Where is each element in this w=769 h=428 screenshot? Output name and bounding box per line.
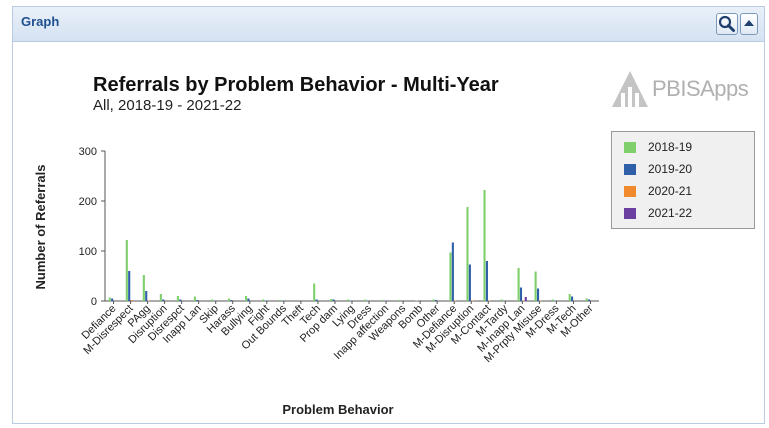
bar: [468, 264, 471, 301]
bar: [554, 300, 557, 301]
legend-label: 2021-22: [648, 206, 693, 220]
bar: [534, 271, 537, 301]
bar: [230, 300, 233, 301]
bar: [585, 298, 588, 301]
bar: [128, 271, 131, 301]
bar: [522, 300, 525, 301]
bar: [454, 300, 457, 301]
bar: [383, 300, 386, 301]
bar: [432, 299, 435, 301]
logo-mark-icon: [612, 71, 648, 107]
zoom-button[interactable]: [716, 13, 738, 35]
bar: [159, 294, 162, 301]
magnifier-icon: [718, 15, 735, 32]
bar: [244, 296, 248, 301]
x-axis-label: Problem Behavior: [282, 402, 393, 417]
bar: [332, 299, 335, 301]
bar: [588, 299, 591, 301]
bar: [568, 294, 571, 301]
bar: [364, 299, 367, 301]
bar: [500, 299, 503, 301]
legend-label: 2018-19: [648, 140, 693, 154]
panel-title: Graph: [21, 14, 60, 29]
bar: [193, 296, 196, 301]
bar: [142, 275, 145, 301]
bar: [449, 252, 452, 301]
logo-text: PBISApps: [652, 76, 749, 101]
legend-label: 2019-20: [648, 162, 693, 176]
bar: [471, 300, 474, 301]
bar: [111, 298, 114, 301]
bar: [227, 298, 231, 301]
chart-title: Referrals by Problem Behavior - Multi-Ye…: [93, 74, 499, 96]
bar: [279, 300, 282, 301]
bar: [132, 300, 136, 301]
legend-swatch: [624, 186, 636, 197]
bar: [264, 300, 267, 301]
y-tick-label: 0: [91, 296, 97, 308]
bar: [313, 283, 316, 301]
bar: [524, 297, 527, 301]
chevron-up-icon: [744, 20, 754, 26]
bar: [571, 296, 574, 301]
bar: [210, 299, 214, 301]
graph-panel: Graph Referrals by Problem Behavior - Mu…: [12, 6, 765, 424]
bar: [366, 300, 369, 301]
bar: [398, 300, 401, 301]
y-tick-label: 200: [79, 196, 97, 208]
bar: [488, 300, 491, 301]
bar: [179, 299, 182, 301]
bar: [145, 291, 148, 301]
bar: [519, 287, 523, 301]
y-tick-label: 300: [79, 146, 97, 158]
bar: [130, 300, 133, 301]
bar: [196, 300, 199, 301]
chart-legend: 2018-19 2019-20 2020-21 2021-22: [611, 131, 755, 229]
bar: [125, 240, 128, 301]
bar: [536, 288, 540, 301]
bar: [315, 299, 318, 301]
bar: [108, 297, 111, 301]
bar: [213, 300, 216, 301]
legend-label: 2020-21: [648, 184, 693, 198]
legend-swatch: [624, 164, 636, 175]
legend-swatch: [624, 208, 636, 219]
bar-chart: Referrals by Problem Behavior - Multi-Ye…: [33, 74, 599, 417]
panel-header: Graph: [13, 7, 764, 42]
bar: [551, 299, 554, 301]
bar: [281, 300, 284, 301]
bar: [349, 300, 352, 301]
pbisapps-logo: PBISApps: [610, 67, 760, 109]
y-tick-label: 100: [79, 246, 97, 258]
bar: [434, 300, 437, 301]
bar: [485, 261, 488, 301]
bar: [347, 299, 350, 301]
bar: [451, 242, 454, 301]
bar: [162, 299, 165, 301]
plot-area: 0100200300DefianceM-DisrespectPAggDisrup…: [79, 146, 599, 365]
bar: [147, 300, 150, 301]
bar: [415, 300, 418, 301]
bar: [517, 268, 520, 301]
chart-area: Referrals by Problem Behavior - Multi-Ye…: [13, 42, 764, 423]
bar: [262, 299, 265, 301]
bar: [502, 300, 506, 301]
y-axis-label: Number of Referrals: [33, 165, 48, 290]
bar: [466, 207, 469, 301]
legend-swatch: [624, 142, 636, 153]
bar: [247, 298, 250, 301]
collapse-button[interactable]: [740, 13, 758, 35]
bar: [176, 296, 179, 301]
chart-subtitle: All, 2018-19 - 2021-22: [93, 97, 241, 114]
bar: [483, 190, 486, 301]
bar: [539, 300, 542, 301]
bar: [381, 300, 384, 301]
bar: [330, 299, 333, 301]
